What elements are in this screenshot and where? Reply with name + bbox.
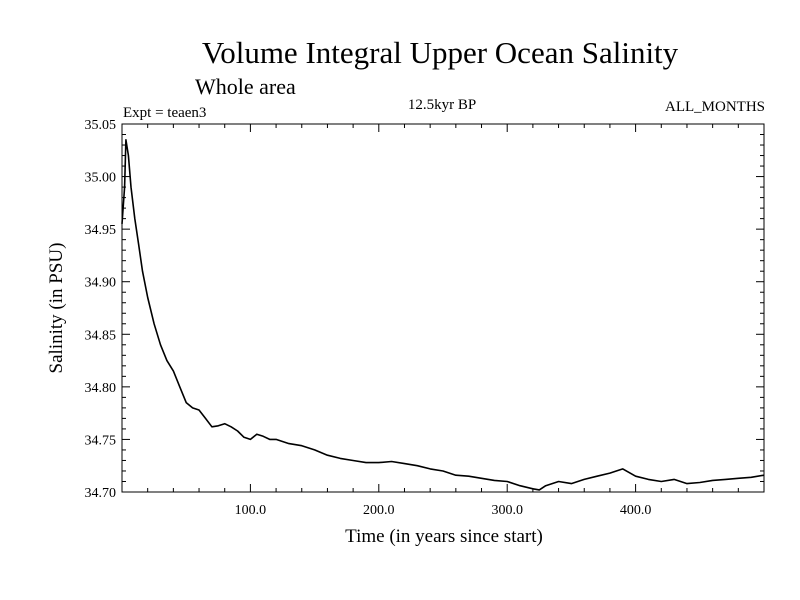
y-tick-label: 34.75: [85, 433, 117, 448]
x-tick-labels: 100.0 200.0 300.0 400.0: [235, 503, 652, 518]
chart-subtitle: Whole area: [195, 74, 296, 99]
x-tick-label: 200.0: [363, 503, 395, 518]
chart-title: Volume Integral Upper Ocean Salinity: [202, 35, 679, 70]
experiment-label: Expt = teaen3: [123, 105, 206, 121]
period-label: 12.5kyr BP: [408, 97, 476, 113]
y-tick-label: 34.85: [85, 328, 117, 343]
months-label: ALL_MONTHS: [665, 99, 765, 115]
x-tick-label: 400.0: [620, 503, 652, 518]
x-tick-label: 100.0: [235, 503, 267, 518]
y-tick-label: 35.05: [85, 118, 117, 133]
series-line: [121, 139, 765, 491]
x-axis-label: Time (in years since start): [345, 526, 543, 547]
y-tick-label: 34.90: [85, 276, 117, 291]
y-axis-label: Salinity (in PSU): [46, 243, 67, 374]
y-tick-label: 34.80: [85, 381, 117, 396]
x-tick-label: 300.0: [491, 503, 523, 518]
y-tick-label: 35.00: [85, 171, 117, 186]
axis-ticks: [122, 123, 764, 493]
y-tick-label: 34.70: [85, 486, 117, 501]
y-tick-labels: 34.70 34.75 34.80 34.85 34.90 34.95 35.00 35.05: [85, 118, 117, 501]
plot-frame: [121, 123, 765, 493]
y-tick-label: 34.95: [85, 223, 117, 238]
